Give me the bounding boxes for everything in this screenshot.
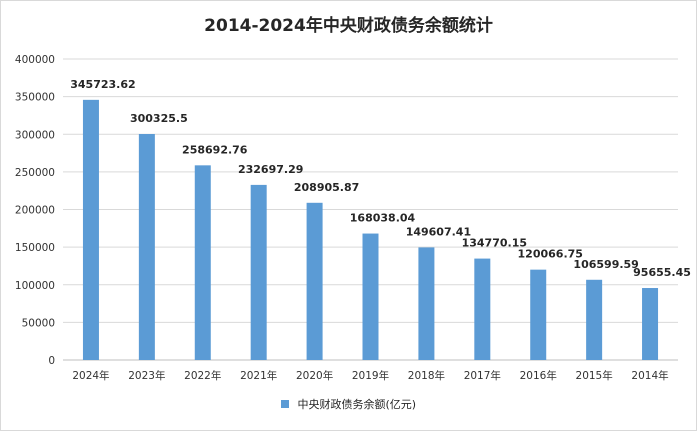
data-label: 208905.87: [294, 181, 359, 194]
data-label: 95655.45: [633, 266, 691, 279]
data-label: 134770.15: [462, 237, 527, 250]
x-tick-label: 2019年: [352, 369, 389, 382]
bar: [194, 165, 211, 360]
data-label: 149607.41: [406, 225, 471, 238]
y-tick-label: 350000: [15, 92, 55, 104]
bar: [82, 99, 99, 360]
legend-swatch: [280, 400, 289, 408]
legend-label: 中央财政债务余额(亿元): [297, 398, 417, 411]
x-tick-label: 2020年: [296, 369, 333, 382]
y-tick-label: 300000: [15, 129, 55, 141]
y-tick-label: 250000: [15, 167, 55, 179]
bar: [642, 288, 659, 360]
y-tick-label: 0: [48, 355, 55, 367]
bar: [474, 258, 491, 360]
x-tick-label: 2014年: [631, 369, 668, 382]
x-tick-label: 2018年: [408, 369, 445, 382]
data-label: 168038.04: [350, 212, 416, 225]
data-label: 258692.76: [182, 143, 248, 156]
chart-title: 2014-2024年中央财政债务余额统计: [204, 16, 493, 36]
data-label: 106599.59: [573, 258, 638, 271]
legend: 中央财政债务余额(亿元): [1, 396, 696, 412]
bar: [530, 269, 547, 360]
bar: [306, 202, 323, 360]
x-tick-label: 2022年: [184, 369, 221, 382]
bar: [586, 279, 603, 360]
y-tick-label: 400000: [15, 54, 55, 66]
bar: [362, 233, 379, 360]
data-label: 120066.75: [518, 248, 583, 261]
data-label: 232697.29: [238, 163, 303, 176]
x-tick-label: 2021年: [240, 369, 277, 382]
x-tick-label: 2023年: [128, 369, 165, 382]
bar: [138, 134, 155, 360]
bar: [250, 184, 267, 360]
y-tick-label: 100000: [15, 280, 55, 292]
y-tick-label: 200000: [15, 205, 55, 217]
data-label: 345723.62: [70, 78, 135, 91]
data-label: 300325.5: [130, 112, 188, 125]
y-tick-label: 50000: [22, 317, 55, 329]
bar: [418, 247, 435, 360]
x-tick-label: 2016年: [520, 369, 557, 382]
y-tick-label: 150000: [15, 242, 55, 254]
x-tick-label: 2017年: [464, 369, 501, 382]
x-tick-label: 2015年: [576, 369, 613, 382]
x-tick-label: 2024年: [72, 369, 109, 382]
